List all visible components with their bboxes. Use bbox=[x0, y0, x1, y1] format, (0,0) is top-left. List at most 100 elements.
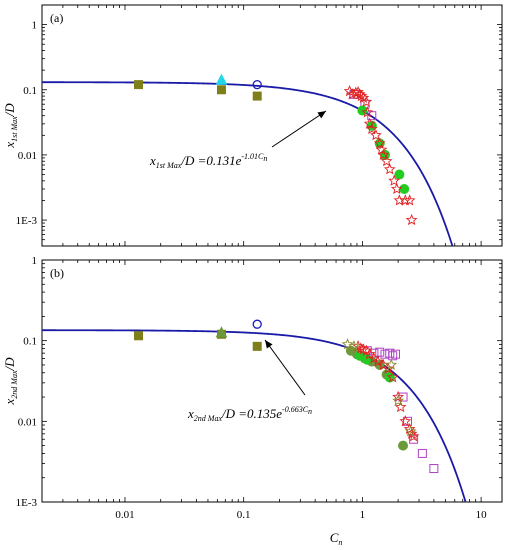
data-point bbox=[388, 174, 400, 186]
annotation-arrowhead bbox=[265, 340, 273, 349]
x-axis-label: Cn bbox=[330, 530, 343, 547]
data-point bbox=[348, 340, 360, 352]
plot-area bbox=[42, 73, 454, 246]
y-tick-label: 1 bbox=[32, 255, 38, 267]
data-point bbox=[371, 355, 384, 367]
data-point bbox=[404, 425, 417, 437]
data-series bbox=[341, 338, 417, 437]
annotation-arrowhead bbox=[317, 111, 326, 119]
x-axis-label-main: C bbox=[330, 530, 339, 545]
x-axis-label-sub: n bbox=[338, 538, 342, 547]
fit-equation-lhs: x bbox=[187, 406, 194, 421]
annotation-arrow bbox=[264, 339, 306, 396]
data-point bbox=[394, 169, 405, 180]
data-point bbox=[343, 85, 356, 97]
data-point bbox=[215, 326, 228, 338]
data-point bbox=[133, 331, 143, 341]
data-point bbox=[363, 348, 376, 360]
data-point bbox=[361, 106, 374, 118]
data-point bbox=[417, 448, 427, 458]
data-point bbox=[407, 430, 420, 442]
y-tick-label: 0.1 bbox=[23, 85, 37, 97]
y-axis-label-rest: /D bbox=[2, 103, 17, 118]
panel-label: (b) bbox=[50, 266, 64, 280]
x-tick-label: 0.1 bbox=[237, 509, 251, 521]
plot-frame bbox=[41, 259, 503, 503]
data-point bbox=[252, 79, 262, 90]
data-point bbox=[215, 73, 228, 85]
y-axis-label-main: x bbox=[2, 142, 17, 149]
y-axis-label: x1st Max/D bbox=[2, 103, 19, 149]
data-point bbox=[429, 464, 439, 474]
data-point bbox=[380, 155, 393, 167]
y-tick-label: 1E-3 bbox=[16, 497, 38, 509]
fit-equation-rest: /D =0.131e bbox=[180, 153, 241, 168]
data-point bbox=[398, 392, 408, 402]
panel-label: (a) bbox=[50, 11, 63, 25]
y-tick-label: 1 bbox=[32, 20, 38, 32]
y-tick-label: 0.01 bbox=[18, 416, 37, 428]
data-point bbox=[252, 91, 262, 101]
data-point bbox=[394, 400, 407, 413]
fit-equation-lhs: x bbox=[149, 153, 156, 168]
fit-equation-rest: /D =0.135e bbox=[221, 406, 282, 421]
data-point bbox=[399, 415, 412, 427]
data-series bbox=[352, 340, 420, 442]
data-point bbox=[375, 143, 388, 155]
data-point bbox=[385, 358, 398, 370]
data-point bbox=[392, 394, 404, 406]
fit-equation: x2nd Max/D =0.135e-0.663Cn bbox=[187, 405, 312, 423]
data-point bbox=[399, 183, 410, 194]
data-point bbox=[390, 349, 400, 359]
data-point bbox=[383, 163, 396, 175]
fit-equation-exponent: -1.01C bbox=[241, 152, 264, 161]
y-axis-label: x2nd Max/D bbox=[2, 357, 19, 406]
annotation-arrow bbox=[271, 110, 327, 148]
data-point bbox=[373, 137, 386, 149]
x-tick-label: 0.01 bbox=[115, 509, 134, 521]
data-point bbox=[382, 362, 395, 374]
data-point bbox=[216, 85, 226, 95]
data-series bbox=[133, 80, 262, 101]
fit-equation-exponent: -0.663C bbox=[282, 405, 309, 414]
fit-equation-exponent-sub: n bbox=[263, 154, 267, 163]
data-point bbox=[405, 213, 418, 226]
fit-curve bbox=[42, 329, 467, 502]
y-tick-label: 0.1 bbox=[23, 336, 37, 348]
y-tick-label: 1E-3 bbox=[16, 215, 38, 227]
data-point bbox=[377, 148, 390, 160]
plot-frame bbox=[41, 4, 503, 247]
data-point bbox=[403, 422, 416, 435]
data-point bbox=[392, 390, 404, 403]
fit-curve bbox=[42, 81, 454, 246]
data-point bbox=[363, 117, 376, 129]
data-point bbox=[133, 80, 143, 90]
data-series bbox=[215, 326, 228, 338]
y-axis-label-sub: 1st Max bbox=[10, 116, 19, 142]
data-series bbox=[215, 73, 228, 85]
data-point bbox=[398, 440, 409, 451]
data-point bbox=[341, 338, 354, 350]
data-point bbox=[367, 111, 377, 121]
data-series bbox=[252, 79, 262, 90]
data-point bbox=[252, 341, 262, 351]
data-point bbox=[370, 129, 382, 141]
fit-equation-exponent-sub: n bbox=[308, 407, 312, 416]
data-point bbox=[375, 347, 385, 357]
data-point bbox=[390, 182, 403, 194]
x-tick-label: 10 bbox=[476, 509, 488, 521]
data-point bbox=[252, 319, 262, 329]
y-axis-label-rest: /D bbox=[2, 357, 17, 372]
data-point bbox=[386, 371, 399, 383]
data-point bbox=[388, 351, 398, 361]
data-series bbox=[343, 85, 418, 226]
fit-equation-sub: 1st Max bbox=[156, 161, 182, 170]
plot-area bbox=[42, 319, 467, 502]
y-tick-label: 0.01 bbox=[18, 150, 37, 162]
data-point bbox=[360, 95, 373, 107]
y-axis-label-main: x bbox=[2, 399, 17, 406]
data-point bbox=[399, 194, 412, 206]
